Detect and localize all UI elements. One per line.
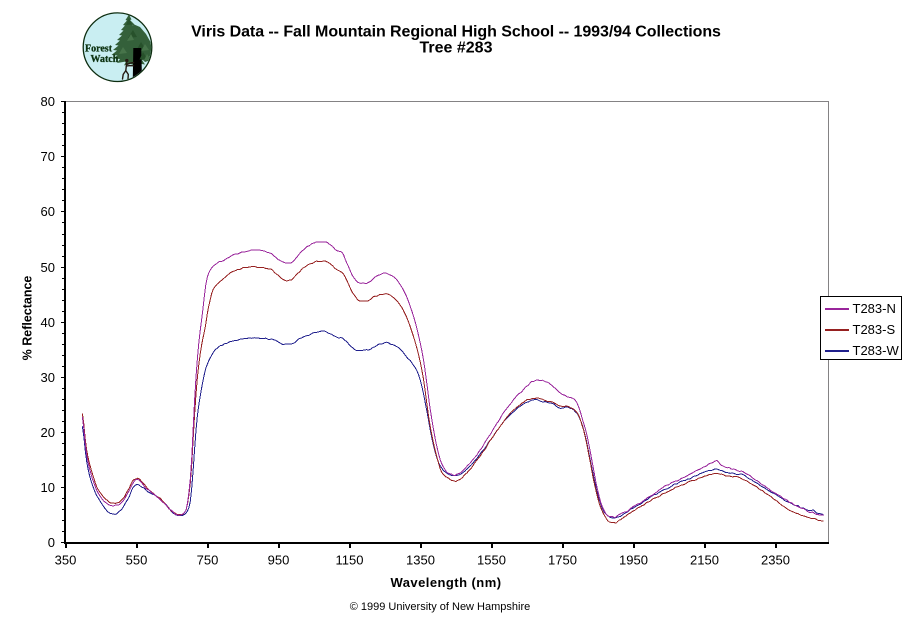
svg-text:750: 750 xyxy=(197,553,219,568)
svg-text:80: 80 xyxy=(41,94,55,109)
svg-text:1350: 1350 xyxy=(406,553,435,568)
svg-text:Watch: Watch xyxy=(91,54,119,65)
svg-text:350: 350 xyxy=(55,553,77,568)
svg-text:T283-W: T283-W xyxy=(853,343,900,358)
svg-text:T283-S: T283-S xyxy=(853,322,896,337)
svg-text:T283-N: T283-N xyxy=(853,301,896,316)
svg-text:Wavelength (nm): Wavelength (nm) xyxy=(391,575,502,590)
svg-text:Forest: Forest xyxy=(85,43,113,54)
svg-text:Viris Data -- Fall Mountain Re: Viris Data -- Fall Mountain Regional Hig… xyxy=(191,24,721,41)
svg-text:2150: 2150 xyxy=(690,553,719,568)
svg-text:20: 20 xyxy=(41,425,55,440)
svg-text:Tree #283: Tree #283 xyxy=(420,40,493,57)
svg-text:40: 40 xyxy=(41,315,55,330)
svg-text:© 1999 University of New Hamps: © 1999 University of New Hampshire xyxy=(350,601,531,613)
svg-text:2350: 2350 xyxy=(761,553,790,568)
svg-text:1750: 1750 xyxy=(548,553,577,568)
svg-text:550: 550 xyxy=(126,553,148,568)
svg-text:1950: 1950 xyxy=(619,553,648,568)
svg-text:1550: 1550 xyxy=(477,553,506,568)
svg-text:% Reflectance: % Reflectance xyxy=(21,276,35,361)
svg-text:1150: 1150 xyxy=(336,553,364,568)
svg-text:70: 70 xyxy=(41,149,55,164)
svg-text:10: 10 xyxy=(41,480,55,495)
svg-text:50: 50 xyxy=(41,260,55,275)
svg-text:60: 60 xyxy=(41,204,55,219)
svg-text:0: 0 xyxy=(48,535,55,550)
svg-text:950: 950 xyxy=(268,553,290,568)
svg-text:30: 30 xyxy=(41,370,55,385)
